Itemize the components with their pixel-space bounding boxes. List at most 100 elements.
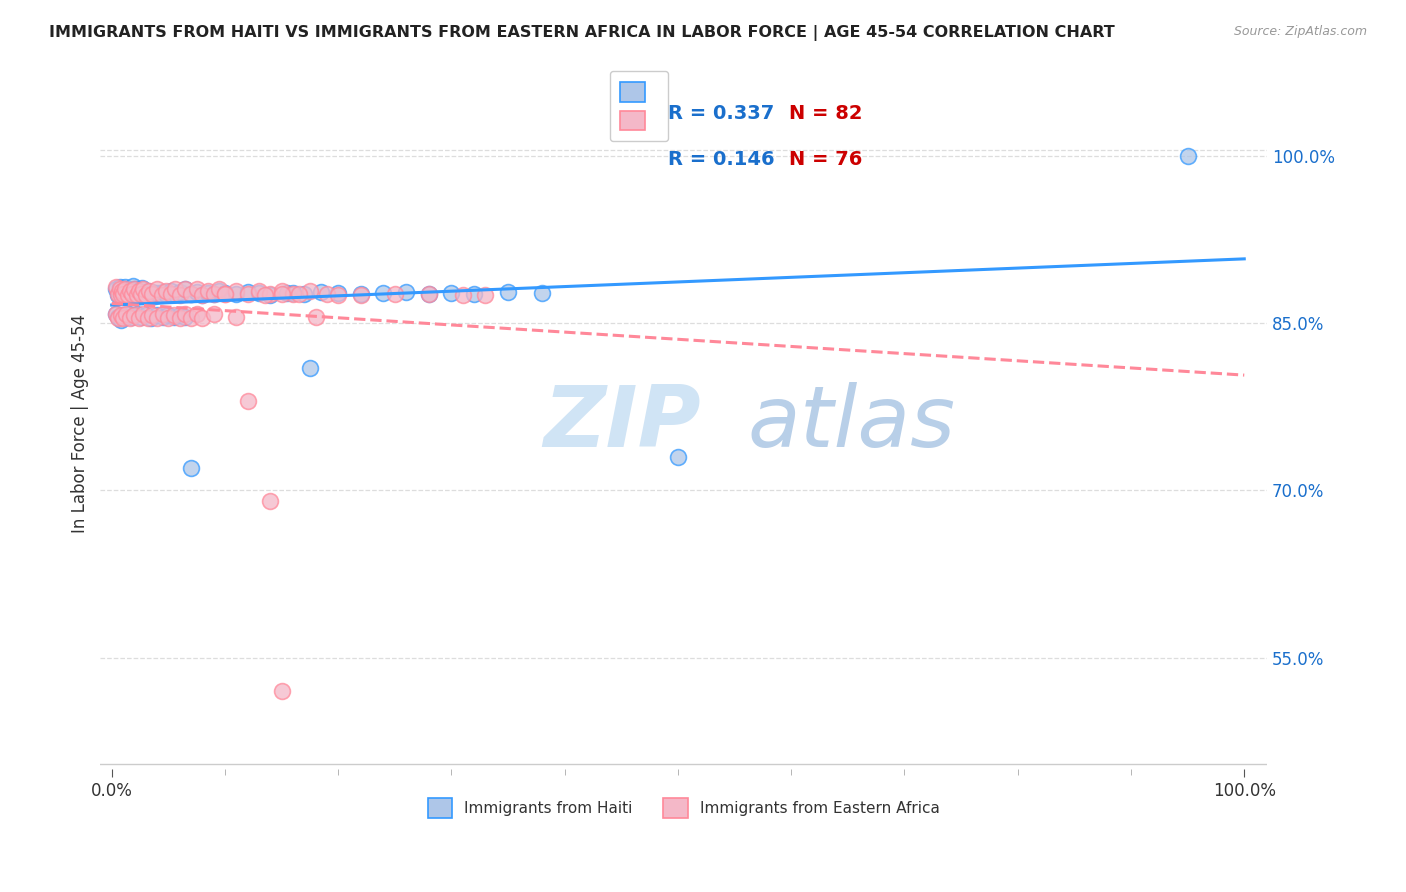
Immigrants from Haiti — [136, 284, 159, 298]
Immigrants from Haiti — [146, 285, 169, 300]
Immigrants from Eastern Africa — [259, 287, 281, 301]
Immigrants from Eastern Africa — [247, 284, 270, 298]
Immigrants from Haiti — [276, 285, 298, 300]
Immigrants from Eastern Africa — [136, 311, 159, 326]
Immigrants from Eastern Africa — [146, 311, 169, 326]
Immigrants from Eastern Africa — [174, 283, 197, 297]
Immigrants from Haiti — [125, 288, 148, 302]
Immigrants from Haiti — [440, 285, 463, 300]
Immigrants from Eastern Africa — [253, 288, 276, 302]
Immigrants from Haiti — [165, 287, 187, 301]
Immigrants from Haiti — [146, 308, 169, 322]
Text: N = 76: N = 76 — [789, 150, 862, 169]
Immigrants from Haiti — [135, 288, 157, 302]
Immigrants from Haiti — [292, 287, 315, 301]
Immigrants from Eastern Africa — [110, 288, 132, 302]
Immigrants from Haiti — [118, 307, 141, 321]
Immigrants from Haiti — [124, 287, 146, 301]
Text: Source: ZipAtlas.com: Source: ZipAtlas.com — [1233, 25, 1367, 38]
Immigrants from Haiti — [169, 308, 191, 322]
Text: ZIP: ZIP — [544, 382, 702, 465]
Immigrants from Haiti — [157, 308, 180, 322]
Immigrants from Haiti — [373, 285, 395, 300]
Immigrants from Haiti — [395, 285, 418, 299]
Immigrants from Haiti — [111, 308, 134, 322]
Immigrants from Haiti — [111, 287, 134, 301]
Immigrants from Eastern Africa — [350, 288, 373, 302]
Immigrants from Haiti — [127, 284, 149, 298]
Immigrants from Eastern Africa — [225, 310, 247, 325]
Immigrants from Haiti — [180, 287, 202, 301]
Text: R = 0.146: R = 0.146 — [668, 150, 775, 169]
Immigrants from Haiti — [281, 285, 304, 300]
Immigrants from Eastern Africa — [128, 311, 150, 326]
Immigrants from Haiti — [129, 287, 152, 301]
Immigrants from Eastern Africa — [169, 311, 191, 326]
Immigrants from Eastern Africa — [121, 287, 143, 301]
Immigrants from Eastern Africa — [259, 494, 281, 508]
Immigrants from Haiti — [118, 284, 141, 298]
Immigrants from Eastern Africa — [118, 311, 141, 326]
Immigrants from Haiti — [309, 285, 332, 299]
Immigrants from Eastern Africa — [304, 310, 326, 325]
Immigrants from Eastern Africa — [225, 284, 247, 298]
Immigrants from Eastern Africa — [150, 288, 173, 302]
Immigrants from Haiti — [110, 285, 132, 299]
Immigrants from Haiti — [174, 283, 197, 297]
Immigrants from Eastern Africa — [107, 287, 129, 301]
Immigrants from Haiti — [214, 285, 236, 300]
Immigrants from Haiti — [169, 285, 191, 299]
Immigrants from Eastern Africa — [132, 307, 155, 321]
Immigrants from Haiti — [141, 285, 163, 299]
Immigrants from Haiti — [531, 285, 554, 300]
Immigrants from Haiti — [236, 285, 259, 299]
Immigrants from Eastern Africa — [138, 284, 160, 298]
Immigrants from Eastern Africa — [180, 287, 202, 301]
Immigrants from Eastern Africa — [108, 283, 131, 297]
Immigrants from Eastern Africa — [236, 394, 259, 409]
Immigrants from Haiti — [117, 283, 139, 297]
Legend: Immigrants from Haiti, Immigrants from Eastern Africa: Immigrants from Haiti, Immigrants from E… — [422, 792, 946, 824]
Immigrants from Haiti — [174, 310, 197, 325]
Immigrants from Haiti — [208, 284, 231, 298]
Text: N = 82: N = 82 — [789, 103, 862, 123]
Immigrants from Eastern Africa — [110, 308, 132, 322]
Immigrants from Haiti — [112, 285, 135, 300]
Immigrants from Haiti — [111, 284, 134, 298]
Immigrants from Eastern Africa — [132, 283, 155, 297]
Immigrants from Haiti — [197, 285, 219, 300]
Immigrants from Eastern Africa — [115, 307, 138, 321]
Immigrants from Haiti — [152, 310, 174, 325]
Immigrants from Haiti — [139, 287, 162, 301]
Immigrants from Eastern Africa — [197, 284, 219, 298]
Immigrants from Eastern Africa — [281, 287, 304, 301]
Text: R = 0.337: R = 0.337 — [668, 103, 775, 123]
Immigrants from Eastern Africa — [270, 284, 292, 298]
Immigrants from Eastern Africa — [125, 288, 148, 302]
Immigrants from Eastern Africa — [180, 311, 202, 326]
Immigrants from Eastern Africa — [124, 283, 146, 297]
Immigrants from Haiti — [120, 289, 142, 303]
Immigrants from Haiti — [110, 312, 132, 326]
Immigrants from Haiti — [132, 285, 155, 300]
Immigrants from Haiti — [186, 285, 208, 299]
Immigrants from Haiti — [141, 311, 163, 326]
Immigrants from Eastern Africa — [163, 308, 186, 322]
Immigrants from Haiti — [163, 310, 186, 325]
Immigrants from Haiti — [350, 287, 373, 301]
Immigrants from Eastern Africa — [157, 311, 180, 326]
Immigrants from Eastern Africa — [165, 283, 187, 297]
Immigrants from Eastern Africa — [111, 284, 134, 298]
Immigrants from Haiti — [115, 289, 138, 303]
Immigrants from Haiti — [152, 285, 174, 299]
Immigrants from Eastern Africa — [208, 283, 231, 297]
Immigrants from Haiti — [298, 360, 321, 375]
Immigrants from Haiti — [259, 288, 281, 302]
Text: atlas: atlas — [748, 382, 956, 465]
Immigrants from Eastern Africa — [169, 288, 191, 302]
Immigrants from Eastern Africa — [186, 307, 208, 321]
Y-axis label: In Labor Force | Age 45-54: In Labor Force | Age 45-54 — [72, 314, 89, 533]
Immigrants from Eastern Africa — [159, 287, 181, 301]
Immigrants from Haiti — [129, 310, 152, 325]
Immigrants from Haiti — [128, 289, 150, 303]
